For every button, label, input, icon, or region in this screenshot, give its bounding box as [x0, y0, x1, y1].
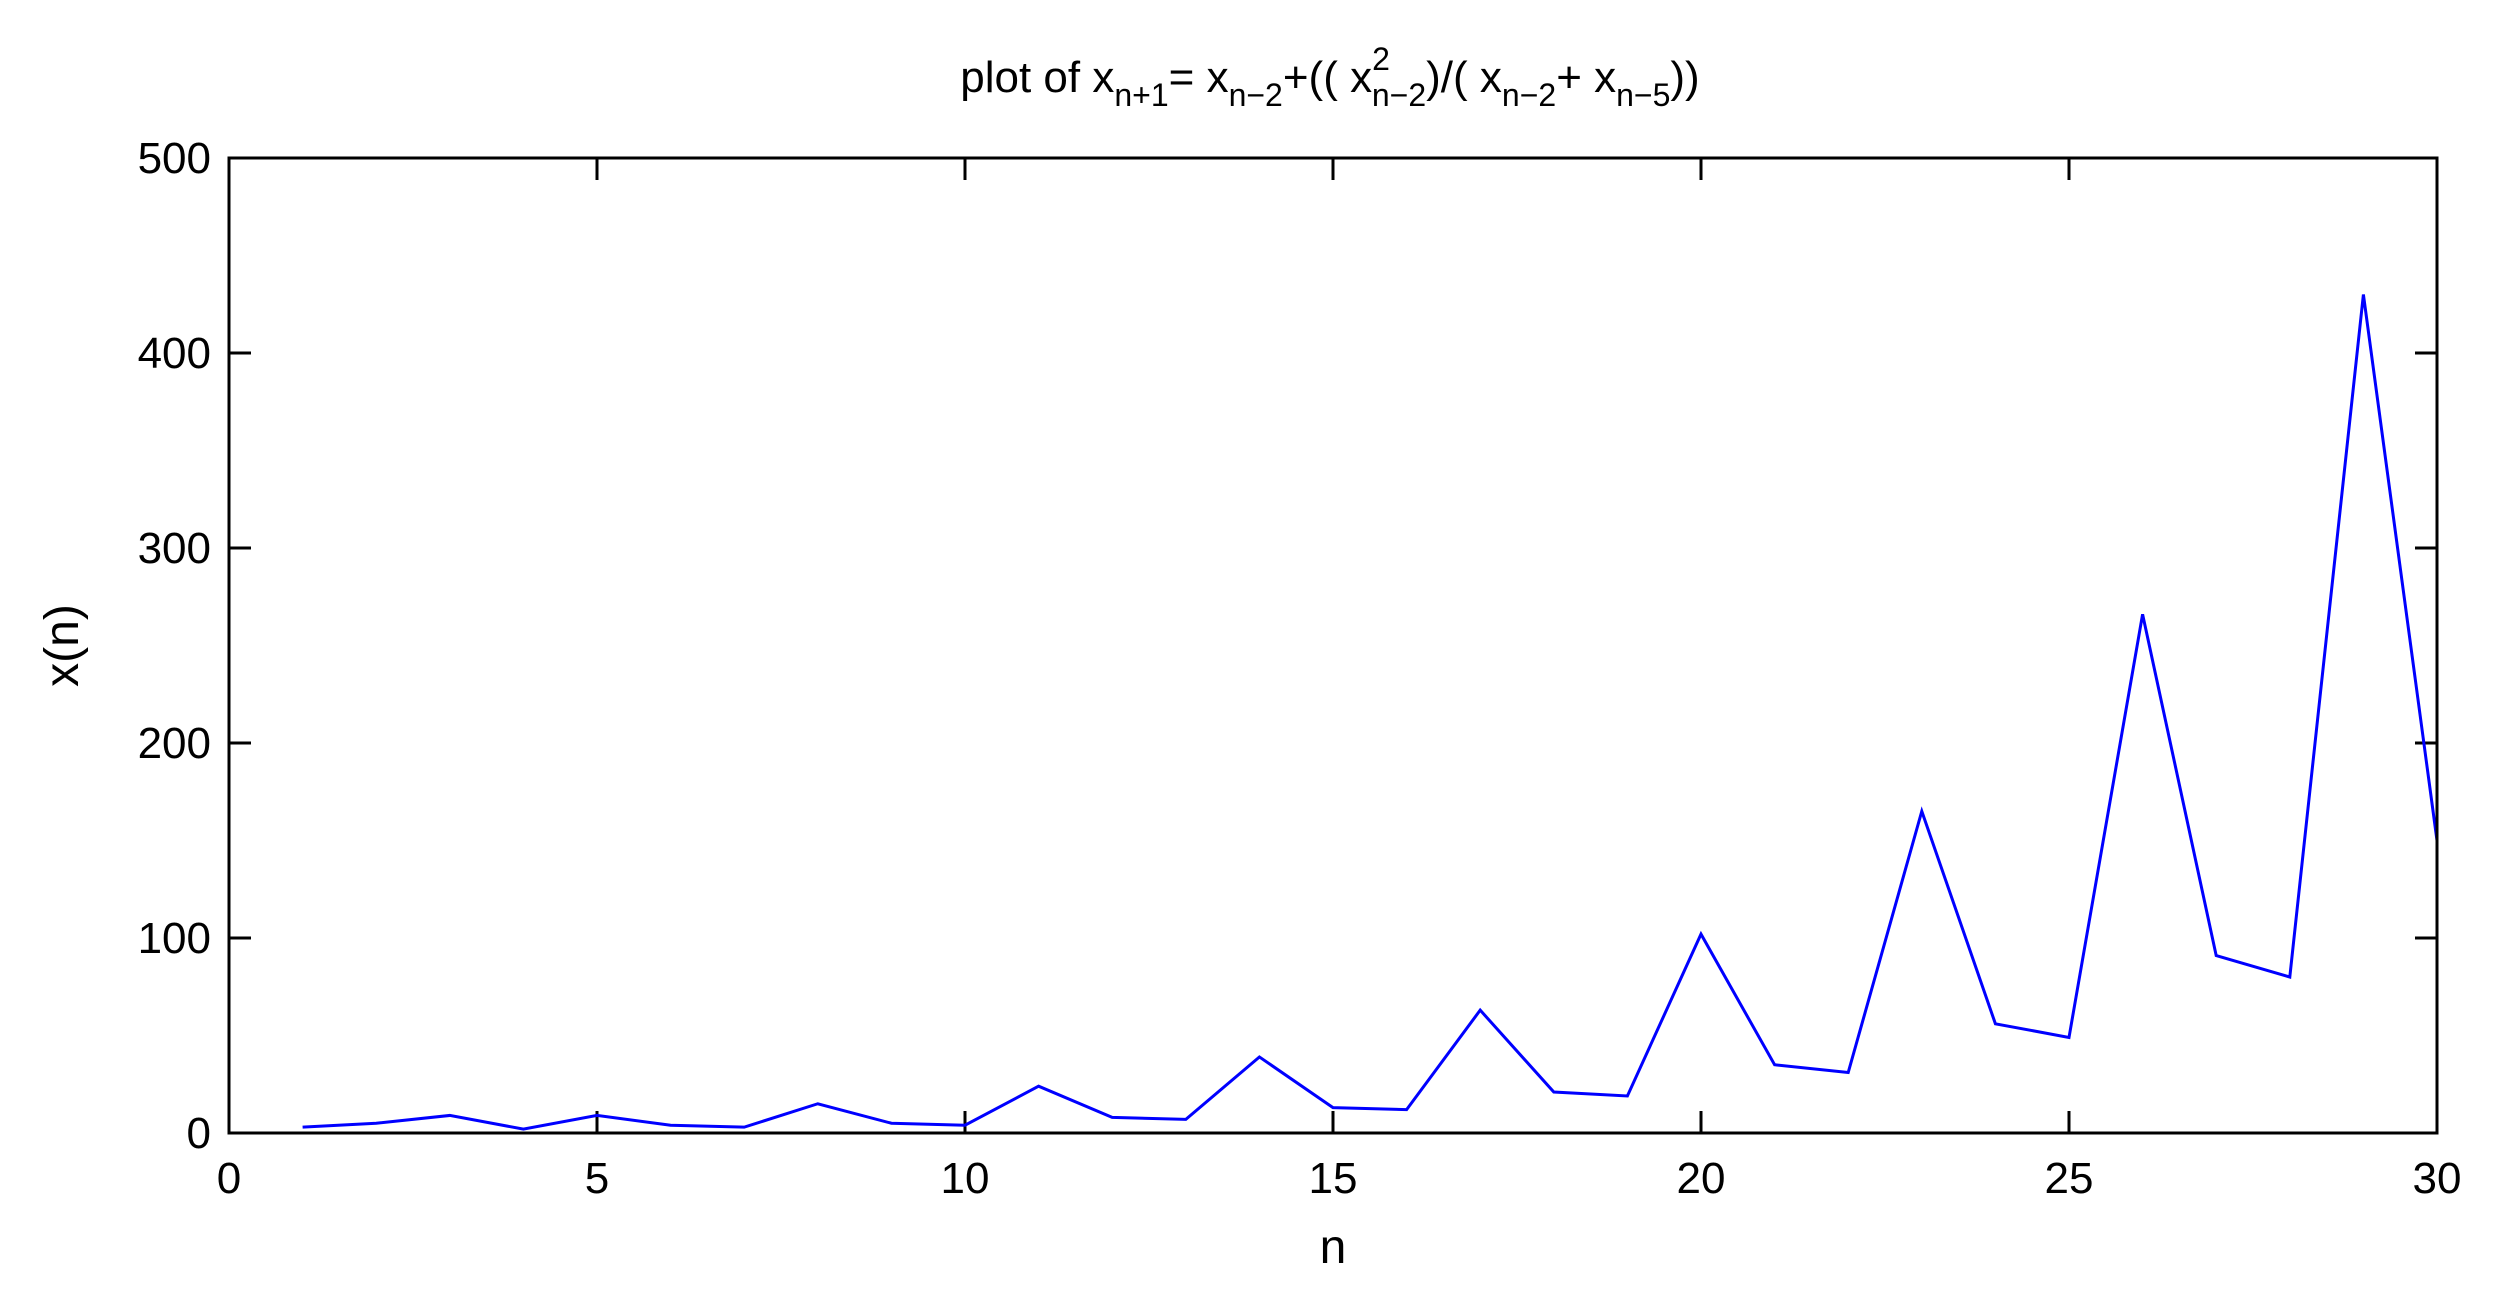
title-plus-open: +((: [1283, 53, 1350, 102]
y-tick-label: 300: [138, 524, 211, 573]
y-tick-label: 400: [138, 329, 211, 378]
title-x1: x: [1092, 53, 1114, 102]
x-tick-label: 0: [217, 1154, 241, 1203]
y-axis-label: x(n): [36, 604, 89, 687]
title-sub-n-minus-2-a: n−2: [1229, 77, 1283, 113]
series-line: [302, 294, 2439, 1131]
y-tick-label: 0: [187, 1109, 211, 1158]
title-sup-2: 2: [1372, 41, 1390, 77]
title-eq: =: [1169, 53, 1207, 102]
title-sub-n-minus-2-c: n−2: [1502, 77, 1556, 113]
x-tick-label: 5: [585, 1154, 609, 1203]
title-plus: +: [1556, 53, 1594, 102]
x-tick-label: 15: [1309, 1154, 1358, 1203]
y-tick-label: 200: [138, 719, 211, 768]
x-tick-label: 10: [941, 1154, 990, 1203]
title-slash-open: )/(: [1426, 53, 1480, 102]
chart-title: plot of xn+1= xn−2+(( x2 n−2)/( xn−2+ xn−…: [960, 41, 1699, 113]
title-x5: x: [1594, 53, 1616, 102]
title-x4: x: [1480, 53, 1502, 102]
title-x2: x: [1207, 53, 1229, 102]
plot-frame: [227, 156, 2439, 1135]
title-sub-n-minus-5: n−5: [1616, 77, 1670, 113]
y-tick-label: 500: [138, 134, 211, 183]
x-axis-label: n: [1320, 1221, 1347, 1274]
title-close: )): [1670, 53, 1699, 102]
x-tick-label: 30: [2413, 1154, 2462, 1203]
title-sub-n-plus-1: n+1: [1114, 77, 1168, 113]
title-x3: x: [1350, 53, 1372, 102]
x-tick-label: 20: [1677, 1154, 1726, 1203]
x-tick-label: 25: [2045, 1154, 2094, 1203]
title-sub-n-minus-2-b: n−2: [1372, 77, 1426, 113]
title-prefix: plot of: [960, 53, 1092, 102]
y-tick-label: 100: [138, 914, 211, 963]
